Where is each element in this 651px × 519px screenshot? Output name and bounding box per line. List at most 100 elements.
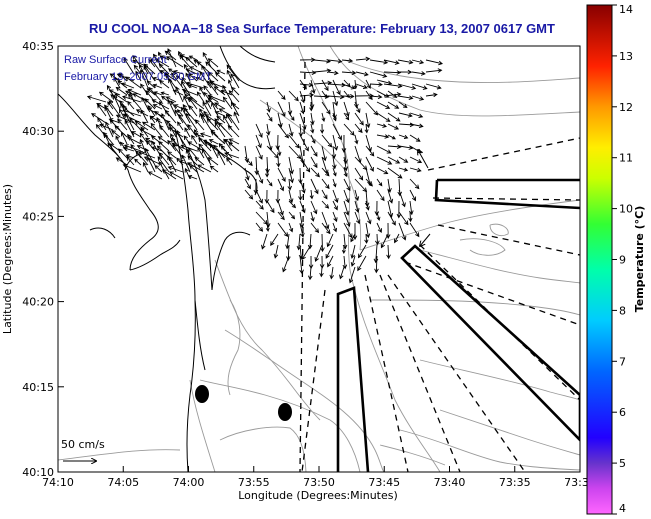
current-vector (175, 86, 184, 103)
current-vector (376, 123, 388, 128)
current-vector (355, 56, 371, 62)
current-vector (277, 123, 289, 139)
current-vector (275, 134, 280, 151)
colorbar-tick-label: 8 (619, 304, 626, 317)
current-vector (365, 222, 371, 239)
current-vector (396, 200, 402, 219)
current-vector (376, 211, 381, 222)
current-vector (277, 167, 286, 183)
current-vector (398, 167, 409, 172)
current-vector (255, 145, 263, 160)
current-vector (398, 156, 409, 163)
current-vector (299, 112, 307, 130)
current-vector (397, 59, 414, 65)
current-vector (364, 123, 369, 134)
current-vector (119, 100, 128, 110)
current-vector (139, 69, 149, 89)
current-vector (113, 76, 121, 89)
current-vector (214, 72, 226, 82)
current-vector (387, 144, 402, 150)
current-vector (288, 123, 294, 137)
current-vector (387, 156, 401, 164)
current-vector (161, 95, 170, 103)
current-vector (188, 96, 205, 110)
colorbar-tick-label: 11 (619, 152, 633, 165)
current-vector (153, 91, 163, 96)
current-vector (230, 86, 240, 96)
current-vector (164, 109, 177, 124)
current-vector (369, 82, 383, 87)
current-vector (332, 123, 342, 141)
current-vector (425, 92, 438, 98)
current-vector (350, 255, 356, 267)
current-vector (139, 128, 156, 138)
current-vector (288, 156, 294, 175)
current-vector (170, 137, 184, 152)
current-vector (213, 144, 226, 159)
current-vector (157, 156, 170, 173)
current-vector (387, 167, 403, 179)
current-vector (365, 178, 373, 187)
current-vector (310, 178, 319, 195)
current-vector (411, 59, 425, 65)
current-vector (341, 83, 356, 90)
current-vector (188, 105, 198, 117)
current-vector (227, 125, 240, 138)
current-vector (118, 148, 128, 159)
current-vector (343, 189, 350, 204)
current-vector (376, 101, 391, 109)
current-vector (227, 113, 240, 131)
current-vector (327, 58, 343, 64)
current-vector (150, 58, 163, 75)
current-vector (265, 222, 270, 232)
current-vector (353, 79, 358, 90)
current-vector (207, 157, 219, 166)
current-vector (261, 233, 268, 250)
current-vector (115, 135, 121, 145)
current-vector (398, 101, 408, 109)
current-vector (223, 138, 233, 152)
current-vector (321, 134, 333, 148)
current-vector (195, 76, 205, 82)
current-vector (230, 101, 240, 117)
current-vector (277, 145, 282, 157)
current-vector (313, 94, 330, 99)
current-vector (301, 244, 312, 261)
current-vector (374, 255, 379, 274)
current-vector (266, 101, 271, 113)
current-vector (314, 244, 323, 262)
current-vector (321, 211, 330, 230)
current-vector (310, 167, 320, 178)
current-vector (151, 99, 170, 110)
current-vector (202, 101, 212, 117)
current-vector (299, 92, 315, 98)
current-vector (376, 145, 392, 154)
current-vector (244, 156, 253, 167)
current-vector (127, 93, 142, 110)
current-vector (266, 112, 273, 122)
current-vector (341, 94, 355, 99)
current-vector (288, 90, 299, 102)
current-vector (124, 119, 135, 138)
y-tick-label: 40:35 (22, 40, 54, 53)
current-vector (126, 156, 135, 166)
current-vector (167, 68, 177, 75)
current-vector (210, 131, 226, 145)
y-tick-label: 40:15 (22, 381, 54, 394)
x-tick-label: 73:50 (303, 476, 335, 489)
current-vector (170, 100, 177, 110)
x-tick-label: 73:45 (368, 476, 400, 489)
current-vector (109, 119, 121, 131)
current-vector (397, 95, 414, 101)
current-vector (394, 233, 400, 244)
current-vector (364, 233, 369, 244)
current-vector (411, 83, 428, 90)
current-vector (224, 152, 240, 159)
colorbar-tick-label: 12 (619, 101, 633, 114)
colorbar-tick-label: 10 (619, 203, 633, 216)
current-vector (182, 89, 198, 103)
y-tick-label: 40:10 (22, 466, 54, 479)
current-vector (150, 122, 163, 138)
current-vector (277, 101, 286, 118)
current-vector (115, 157, 128, 166)
